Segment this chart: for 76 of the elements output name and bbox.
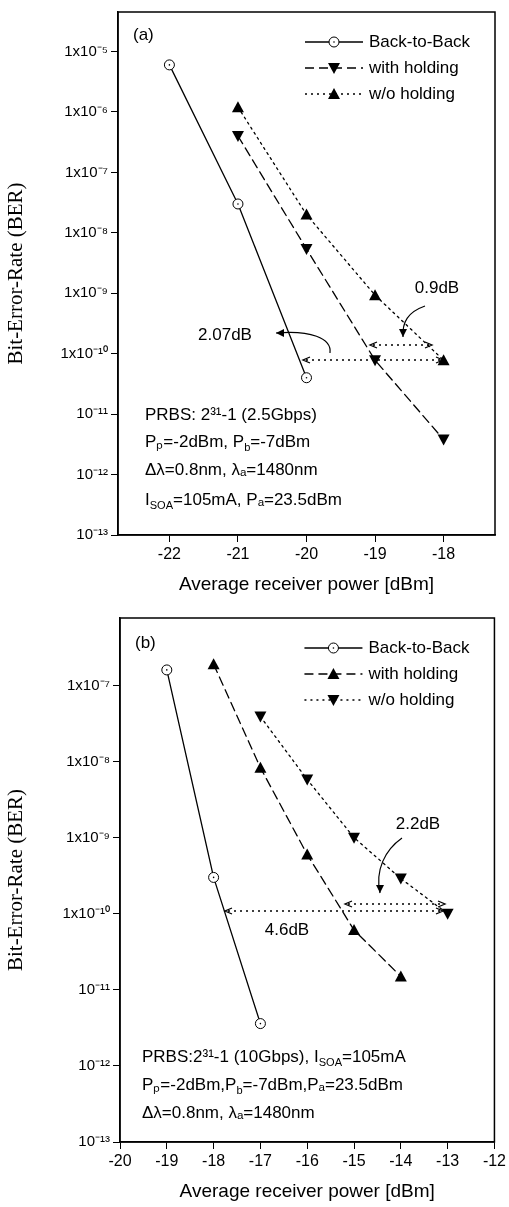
y-tick-label: 10⁻¹³ [78,1132,110,1150]
point [161,664,173,676]
point [163,59,175,71]
point [369,355,382,367]
point [394,970,407,982]
x-axis-title: Average receiver power [dBm] [178,572,435,594]
annotation: I$_{SOA}$=105mA, Pₐ=23.5dBm [145,490,342,514]
point [208,871,220,883]
point [231,130,244,142]
point [231,101,244,113]
y-tick-label: 1x10⁻⁹ [64,283,108,301]
x-tick-label: -21 [226,545,250,563]
point [301,848,314,860]
y-tick-label: 10⁻¹² [78,1056,110,1074]
point [441,908,454,920]
point [348,924,361,936]
y-tick-label: 1x10⁻⁵ [64,41,108,59]
x-tick-label: -18 [432,545,456,563]
point [301,774,314,786]
x-tick-label: -15 [342,1152,366,1170]
y-tick-label: 1x10⁻⁸ [66,751,110,769]
x-tick-label: -22 [157,545,182,563]
point [207,658,220,670]
point [232,198,244,210]
point [254,761,267,773]
x-tick-label: -19 [155,1152,179,1170]
y-tick-label: 1x10⁻⁹ [66,827,110,845]
x-tick-label: -12 [482,1152,507,1170]
point [301,372,312,384]
x-tick-label: -20 [294,545,319,563]
annotation: 2.2dB [395,814,441,834]
legend-label: with holding [368,57,459,77]
annotation: (a) [133,25,154,45]
point [394,873,407,885]
point [437,434,450,446]
legend-label: Back-to-Back [369,31,471,51]
annotation: Δλ=0.8nm, λₐ=1480nm [145,460,318,480]
x-tick-label: -13 [436,1152,460,1170]
x-tick-label: -17 [248,1152,273,1170]
annotation: Pₚ=-2dBm,P$_{b}$=-7dBm,Pₐ=23.5dBm [142,1075,403,1099]
legend-label: Back-to-Back [368,637,471,657]
y-tick-label: 1x10⁻⁷ [65,162,108,180]
y-tick-label: 10⁻¹³ [76,525,108,543]
point [300,243,313,255]
annotation: 0.9dB [414,278,460,298]
x-tick-label: -20 [108,1152,132,1170]
y-tick-label: 10⁻¹¹ [76,404,108,422]
point [254,711,267,723]
legend-label: with holding [367,663,459,683]
x-tick-label: -14 [389,1152,413,1170]
y-tick-label: 1x10⁻¹⁰ [60,343,108,361]
y-tick-label: 1x10⁻⁶ [64,102,108,120]
point [300,208,313,220]
y-axis-title: Bit-Error-Rate (BER) [3,788,28,972]
y-tick-label: 1x10⁻¹⁰ [62,903,110,921]
x-axis-title: Average receiver power [dBm] [179,1179,435,1201]
legend-label: w/o holding [367,689,455,709]
y-tick-label: 1x10⁻⁸ [64,222,108,240]
annotation: PRBS: 2³¹-1 (2.5Gbps) [145,405,317,425]
annotation: Pₚ=-2dBm, P$_{b}$=-7dBm [145,432,311,456]
legend-label: w/o holding [368,83,456,103]
point [369,289,382,301]
annotation: PRBS:2³¹-1 (10Gbps), I$_{SOA}$=105mA [142,1047,406,1071]
annotation: (b) [135,633,156,653]
x-tick-label: -18 [202,1152,226,1170]
point [254,1018,266,1030]
x-tick-label: -16 [295,1152,319,1170]
y-axis-title: Bit-Error-Rate (BER) [3,182,28,365]
annotation: 4.6dB [264,920,310,940]
y-tick-label: 10⁻¹² [76,464,108,482]
point [348,832,361,844]
x-tick-label: -19 [363,545,387,563]
y-tick-label: 1x10⁻⁷ [67,675,110,693]
annotation: Δλ=0.8nm, λₐ=1480nm [142,1103,315,1123]
annotation: 2.07dB [198,325,252,345]
y-tick-label: 10⁻¹¹ [78,979,110,997]
